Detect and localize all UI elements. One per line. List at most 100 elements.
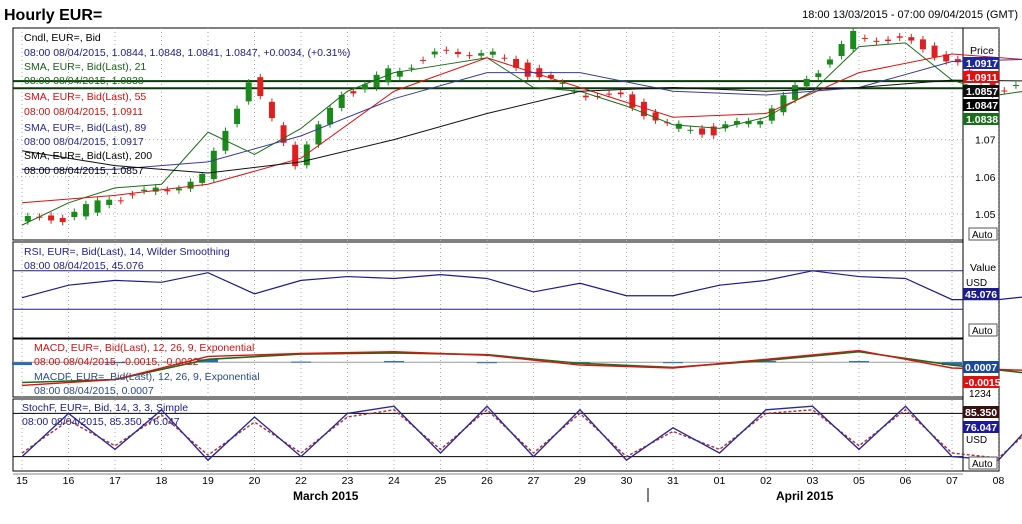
candle-body — [838, 44, 845, 56]
macd-histogram-bar — [477, 362, 497, 364]
candle-body — [327, 107, 334, 125]
x-tick-label: 05 — [853, 475, 865, 487]
candle-body — [873, 40, 880, 42]
candle-body — [234, 108, 241, 124]
candle-body — [757, 121, 764, 125]
rsi-series — [13, 270, 1022, 310]
tag-sma21-label: 1.0838 — [966, 114, 998, 126]
candle-body — [733, 121, 740, 125]
candle-body — [71, 211, 78, 218]
stoch-legend: StochF, EUR=, Bid, 14, 3, 3, Simple 08:0… — [22, 402, 188, 428]
legend-line: MACDF, EUR=, Bid(Last), 12, 26, 9, Expon… — [34, 371, 260, 383]
sma200-line — [21, 79, 1022, 174]
price-auto-button[interactable] — [968, 227, 998, 241]
sma-lines — [21, 42, 1022, 226]
candle-body — [943, 54, 950, 62]
x-tick-label: 17 — [109, 475, 121, 487]
rsi-unit: USD — [966, 278, 987, 289]
stoch-auto-button[interactable] — [968, 456, 998, 470]
candle-body — [780, 95, 787, 113]
x-tick-label: 31 — [667, 475, 679, 487]
month-label-march: March 2015 — [293, 489, 359, 503]
rsi-auto-button[interactable] — [968, 323, 998, 337]
price-legend: Cndl, EUR=, Bid 08:00 08/04/2015, 1.0844… — [24, 32, 350, 177]
axis-column — [962, 27, 1000, 472]
legend-line: 08:00 08/04/2015, 1.0917 — [24, 136, 144, 148]
x-tick-label: 27 — [528, 475, 540, 487]
legend-line: 08:00 08/04/2015, 1.0838 — [24, 75, 144, 87]
macd-histogram-bar — [105, 362, 125, 364]
candle-body — [640, 101, 647, 117]
candle-body — [745, 121, 752, 125]
candle-body — [919, 39, 926, 50]
candle-body — [431, 51, 438, 55]
candle-body — [129, 194, 136, 196]
candle-body — [292, 144, 299, 167]
candle-body — [885, 39, 892, 42]
x-tick-label: 20 — [249, 475, 261, 487]
candle-body — [699, 128, 706, 135]
legend-line: Cndl, EUR=, Bid — [24, 32, 101, 44]
candle-body — [524, 62, 531, 77]
tag-sma89 — [963, 57, 999, 69]
legend-line: 08:00 08/04/2015, 1.0857 — [24, 165, 144, 177]
macd-scale: 1234 — [969, 389, 992, 400]
x-tick-label: 26 — [481, 475, 493, 487]
candle-body — [908, 37, 915, 41]
candle-body — [94, 200, 101, 213]
price-tick-label: 1.05 — [975, 209, 996, 221]
price-ticks: 1.07 1.06 1.05 — [975, 135, 996, 221]
price-tags: 1.0917 1.0911 1.0857 1.0847 1.0838 — [963, 57, 999, 126]
x-tick-label: 25 — [435, 475, 447, 487]
candle-body — [280, 125, 287, 143]
macdf-tag-label: 0.0007 — [965, 362, 997, 374]
price-tick-label: 1.06 — [975, 172, 996, 184]
horizontal-levels — [13, 80, 963, 90]
candle-body — [338, 95, 345, 108]
stoch-series — [13, 405, 1022, 462]
stoch-k-tag — [963, 406, 999, 418]
x-tick-label: 23 — [342, 475, 354, 487]
candle-body — [350, 91, 357, 94]
candle-body — [931, 45, 938, 58]
macd-histogram-bar — [849, 361, 869, 363]
legend-line: StochF, EUR=, Bid, 14, 3, 3, Simple — [22, 402, 188, 414]
stoch-unit: USD — [966, 435, 987, 446]
candle-body — [513, 59, 520, 68]
candle-body — [606, 93, 613, 95]
candle-body — [24, 216, 31, 222]
macd-line — [21, 349, 1022, 387]
candle-body — [396, 70, 403, 77]
legend-line: SMA, EUR=, Bid(Last), 21 — [24, 61, 146, 73]
legend-line: 08:00 08/04/2015, 85.350, 76.047 — [22, 416, 180, 428]
date-range: 18:00 13/03/2015 - 07:00 09/04/2015 (GMT… — [802, 9, 1018, 21]
candle-body — [210, 150, 217, 180]
price-axis-title: Price — [970, 45, 994, 57]
candle-body — [106, 199, 113, 205]
x-tick-label: 07 — [946, 475, 958, 487]
candle-body — [478, 53, 485, 56]
rsi-auto-label: Auto — [972, 326, 993, 337]
x-tick-label: 08 — [993, 475, 1005, 487]
candle-body — [815, 73, 822, 78]
rsi-tag-label: 45.076 — [965, 289, 997, 301]
candle-body — [896, 36, 903, 38]
candle-body — [408, 67, 415, 69]
tag-sma89-label: 1.0917 — [966, 58, 998, 70]
stoch-d-tag — [963, 421, 999, 433]
candle-body — [547, 74, 554, 79]
macd-histogram-bar — [198, 359, 218, 363]
rsi-tag — [963, 288, 999, 300]
macd-histogram-bar — [756, 361, 776, 363]
candle-body — [187, 181, 194, 189]
legend-line: SMA, EUR=, Bid(Last), 200 — [24, 150, 152, 162]
candle-body — [861, 37, 868, 39]
candle-body — [303, 144, 310, 166]
stoch-k-tag-label: 85.350 — [965, 407, 997, 419]
candle-body — [629, 94, 636, 108]
candle-body — [466, 55, 473, 57]
candle-body — [443, 49, 450, 51]
tag-sma55-label: 1.0911 — [966, 72, 998, 84]
stoch-auto-label: Auto — [972, 459, 993, 470]
legend-line: 08:00 08/04/2015, 1.0911 — [24, 106, 143, 118]
